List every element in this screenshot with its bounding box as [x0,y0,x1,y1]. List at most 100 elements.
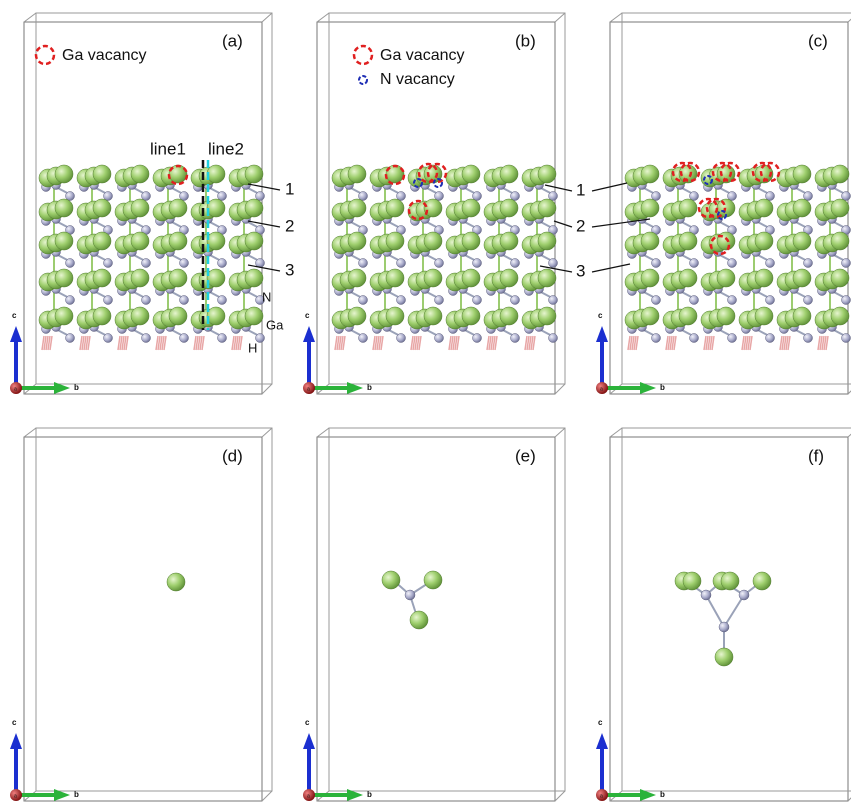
ga-atom [245,199,263,217]
ga-atom [717,269,735,287]
cell-back [622,428,851,791]
ga-atom [167,573,185,591]
n-atom [728,296,737,305]
ga-atom [793,269,811,287]
ga-atom [500,232,518,250]
ga-atom [245,307,263,325]
ga-atom [169,269,187,287]
ga-atom [715,648,733,666]
axis-c-head [596,733,608,749]
n-atom [728,259,737,268]
n-atom [104,296,113,305]
ga-atom [500,269,518,287]
axis-label-a: a [600,793,603,799]
ga-atom [424,269,442,287]
ga-atom [55,307,73,325]
ga-atom [793,199,811,217]
ga-atom [93,165,111,183]
layer-leader [545,185,572,191]
n-atom [397,334,406,343]
ga-atom [641,232,659,250]
ga-atom [131,232,149,250]
ga-atom [131,269,149,287]
n-atom [142,192,151,201]
axis-label-b: b [367,790,372,799]
cell-front [24,437,262,801]
n-atom [359,192,368,201]
axis-label-c: c [305,311,310,320]
n-atom [218,192,227,201]
n-atom [511,296,520,305]
n-atom [473,334,482,343]
ga-atom [755,232,773,250]
atom-label-n: N [262,289,271,304]
n-vacancy-marker [359,76,367,84]
cell-edge [555,428,565,437]
ga-atom [831,232,849,250]
cell-edge [317,13,329,22]
ga-atom [348,232,366,250]
n-atom [511,192,520,201]
n-atom [104,192,113,201]
n-atom [142,334,151,343]
n-atom [739,590,749,600]
ga-atom [410,611,428,629]
atom-label-h: H [248,340,257,355]
ga-atom [348,269,366,287]
ga-atom [207,307,225,325]
n-atom [180,259,189,268]
ga-atom [679,199,697,217]
cell-edge [24,428,36,437]
ga-atom [831,199,849,217]
ga-atom [207,199,225,217]
ga-atom [93,269,111,287]
ga-atom [386,199,404,217]
n-atom [473,259,482,268]
ga-atom [382,571,400,589]
ga-atom [93,307,111,325]
n-atom [728,192,737,201]
n-atom [690,296,699,305]
cell-edge [555,791,565,801]
line1-label: line1 [150,139,186,158]
legend-label: N vacancy [380,71,455,88]
axis-label-a: a [307,386,310,392]
n-atom [66,192,75,201]
axis-label-a: a [14,793,17,799]
ga-atom [207,232,225,250]
n-atom [804,192,813,201]
legend-label: Ga vacancy [380,47,464,64]
ga-atom [131,199,149,217]
ga-atom [831,307,849,325]
n-atom [397,259,406,268]
panel-label: (a) [222,31,243,50]
cell-back [36,428,272,791]
n-atom [435,192,444,201]
axis-label-a: a [600,386,603,392]
ga-atom [753,572,771,590]
ga-atom [348,165,366,183]
ga-atom [55,165,73,183]
n-atom [652,334,661,343]
ga-atom [93,199,111,217]
ga-atom [717,232,735,250]
layer-leader [592,264,630,272]
ga-vacancy-marker [36,46,54,64]
n-atom [397,192,406,201]
cell-front [317,437,555,801]
ga-atom [538,232,556,250]
ga-atom [131,307,149,325]
ga-atom [462,199,480,217]
n-atom [701,590,711,600]
ga-atom [424,232,442,250]
cell-back [329,428,565,791]
n-atom [511,259,520,268]
n-atom [473,296,482,305]
ga-atom [424,307,442,325]
ga-atom [538,269,556,287]
n-atom [180,334,189,343]
ga-atom [462,307,480,325]
axis-c-head [10,733,22,749]
ga-atom [538,165,556,183]
legend-label: Ga vacancy [62,47,146,64]
